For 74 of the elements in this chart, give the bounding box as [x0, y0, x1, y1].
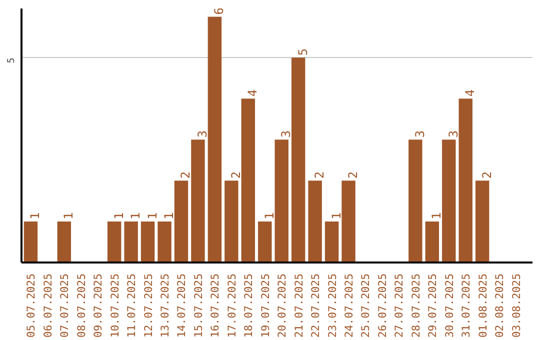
bar	[140, 222, 155, 262]
x-tick-label: 10.07.2025	[108, 274, 122, 338]
x-tick-label: 07.07.2025	[58, 274, 72, 338]
x-tick-label: 16.07.2025	[208, 274, 222, 338]
x-tick-label: 21.07.2025	[292, 274, 306, 338]
data-label: 3	[446, 130, 460, 138]
data-label: 3	[279, 130, 294, 138]
x-tick-label: 18.07.2025	[242, 274, 256, 338]
data-label: 2	[480, 171, 494, 179]
bar	[107, 222, 122, 262]
x-tick-label: 22.07.2025	[309, 274, 322, 338]
data-label: 1	[112, 212, 126, 220]
x-tick-label: 25.07.2025	[359, 274, 372, 338]
x-tick-label: 20.07.2025	[276, 274, 289, 338]
data-label: 5	[296, 48, 310, 56]
x-tick-label: 12.07.2025	[142, 274, 155, 338]
data-label: 3	[412, 130, 427, 138]
bar	[458, 98, 472, 262]
x-tick-label: 05.07.2025	[24, 274, 38, 338]
bar	[158, 222, 172, 262]
data-label: 2	[346, 171, 360, 179]
x-tick-label: 13.07.2025	[158, 274, 172, 338]
data-label: 1	[262, 212, 276, 220]
bar	[291, 58, 306, 262]
x-tick-label: 27.07.2025	[392, 274, 406, 338]
bar	[24, 222, 38, 262]
bar	[274, 140, 288, 262]
x-tick-label: 03.08.2025	[510, 274, 523, 338]
bar	[308, 180, 322, 262]
x-tick-label: 02.08.2025	[493, 274, 506, 338]
x-tick-label: 23.07.2025	[326, 274, 339, 338]
x-tick-label: 14.07.2025	[175, 274, 188, 338]
x-tick-label: 11.07.2025	[125, 274, 138, 338]
bar	[241, 98, 256, 262]
x-tick-label: 15.07.2025	[192, 274, 205, 338]
data-label: 1	[162, 212, 176, 220]
bar	[191, 140, 205, 262]
data-label: 2	[312, 171, 327, 179]
x-tick-label: 28.07.2025	[409, 274, 422, 338]
x-tick-label: 01.08.2025	[476, 274, 490, 338]
bar	[208, 16, 222, 262]
data-label: 4	[246, 89, 260, 97]
data-label: 3	[195, 130, 210, 138]
data-label: 6	[212, 7, 226, 15]
bar	[224, 180, 238, 262]
x-tick-label: 09.07.2025	[92, 274, 105, 338]
x-tick-label: 17.07.2025	[225, 274, 238, 338]
x-tick-label: 30.07.2025	[442, 274, 456, 338]
x-tick-label: 31.07.2025	[460, 274, 473, 338]
data-label: 1	[430, 212, 444, 220]
bar	[442, 140, 456, 262]
x-tick-label: 24.07.2025	[342, 274, 356, 338]
bar	[342, 180, 356, 262]
bar	[408, 140, 422, 262]
x-tick-label: 19.07.2025	[258, 274, 272, 338]
bar	[57, 222, 72, 262]
data-label: 1	[329, 212, 344, 220]
data-label: 2	[178, 171, 193, 179]
data-label: 1	[62, 212, 76, 220]
bar	[174, 180, 188, 262]
bar	[324, 222, 339, 262]
data-label: 1	[128, 212, 143, 220]
data-label: 2	[228, 171, 243, 179]
x-tick-label: 29.07.2025	[426, 274, 440, 338]
data-label: 1	[145, 212, 160, 220]
bar	[425, 222, 439, 262]
data-label: 4	[463, 89, 478, 97]
bar	[258, 222, 272, 262]
data-label: 1	[28, 212, 42, 220]
x-tick-label: 26.07.2025	[376, 274, 389, 338]
bar	[475, 180, 490, 262]
x-tick-label: 08.07.2025	[74, 274, 88, 338]
x-tick-label: 06.07.2025	[41, 274, 54, 338]
bar	[124, 222, 138, 262]
